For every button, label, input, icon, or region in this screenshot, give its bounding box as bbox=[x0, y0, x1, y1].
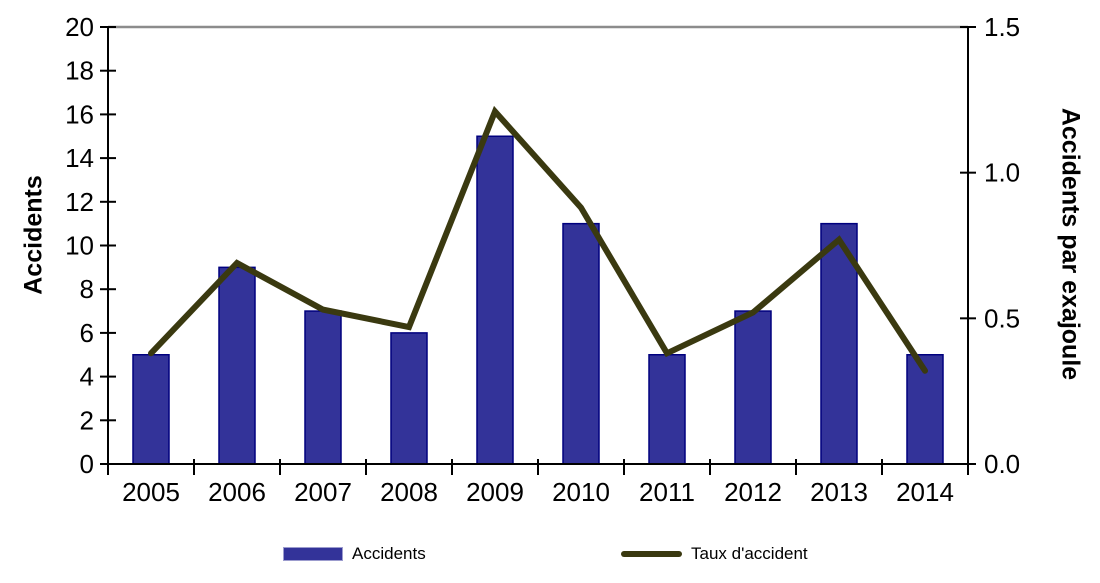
left-tick-label: 0 bbox=[80, 449, 94, 479]
bar-2013 bbox=[820, 222, 858, 465]
accidents-bar-swatch bbox=[283, 547, 343, 561]
x-tick-label: 2014 bbox=[896, 477, 954, 507]
right-tick-label: 0.5 bbox=[984, 303, 1020, 333]
bar-2012 bbox=[734, 310, 772, 465]
left-tick-label: 2 bbox=[80, 405, 94, 435]
left-tick-label: 16 bbox=[65, 99, 94, 129]
left-tick-label: 18 bbox=[65, 56, 94, 86]
bar-2008 bbox=[390, 332, 428, 465]
x-tick-label: 2013 bbox=[810, 477, 868, 507]
left-tick-label: 6 bbox=[80, 318, 94, 348]
legend-label-accidents: Accidents bbox=[352, 544, 426, 563]
right-tick-label: 1.5 bbox=[984, 12, 1020, 42]
bar-2011 bbox=[648, 354, 686, 465]
left-tick-label: 4 bbox=[80, 362, 94, 392]
legend-item-taux: Taux d'accident bbox=[621, 544, 808, 564]
left-tick-label: 8 bbox=[80, 274, 94, 304]
legend-label-taux: Taux d'accident bbox=[691, 544, 808, 563]
x-tick-label: 2008 bbox=[380, 477, 438, 507]
bar-2006 bbox=[218, 266, 256, 465]
left-tick-label: 20 bbox=[65, 12, 94, 42]
x-tick-label: 2009 bbox=[466, 477, 524, 507]
right-tick-label: 0.0 bbox=[984, 449, 1020, 479]
left-tick-label: 12 bbox=[65, 187, 94, 217]
x-tick-label: 2012 bbox=[724, 477, 782, 507]
bar-2010 bbox=[562, 222, 600, 465]
accident-rate-line bbox=[148, 105, 928, 374]
x-tick-label: 2010 bbox=[552, 477, 610, 507]
x-tick-label: 2005 bbox=[122, 477, 180, 507]
left-tick-label: 14 bbox=[65, 143, 94, 173]
left-axis-title: Accidents bbox=[19, 175, 48, 295]
accident-rate-line-swatch bbox=[621, 551, 682, 557]
bar-2005 bbox=[132, 354, 170, 465]
right-axis-title: Accidents par exajoule bbox=[1056, 107, 1085, 381]
left-tick-label: 10 bbox=[65, 231, 94, 261]
bar-2009 bbox=[476, 135, 514, 465]
legend-item-accidents: Accidents bbox=[283, 544, 426, 564]
x-tick-label: 2006 bbox=[208, 477, 266, 507]
x-tick-label: 2011 bbox=[639, 477, 695, 507]
bar-2007 bbox=[304, 310, 342, 465]
right-tick-label: 1.0 bbox=[984, 158, 1020, 188]
x-tick-label: 2007 bbox=[294, 477, 352, 507]
